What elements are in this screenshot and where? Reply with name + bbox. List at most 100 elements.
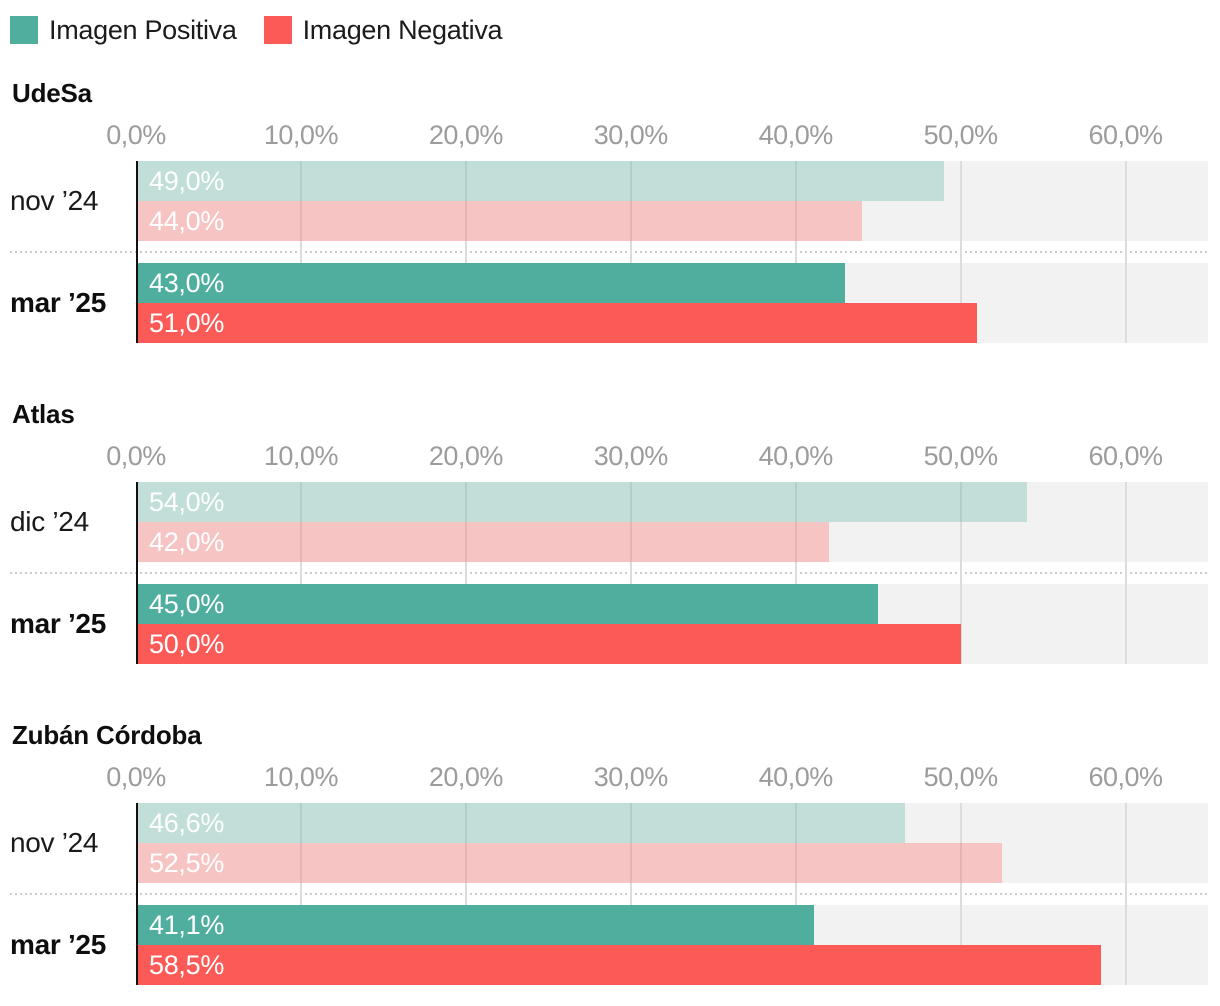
section-title: Zubán Córdoba [12,720,202,750]
legend-label-positive: Imagen Positiva [49,14,237,45]
period-row: mar ’25 45,0% 50,0% [10,584,1208,664]
axis-tick-label: 0,0% [106,441,166,471]
legend: Imagen Positiva Imagen Negativa [10,14,1208,46]
axis-tick-label: 10,0% [263,762,339,792]
negative-bar-value: 42,0% [149,527,225,557]
gridline [959,161,962,343]
row-separator [10,893,1208,895]
section-title: UdeSa [12,78,92,108]
gridline [629,803,632,985]
gridline [794,161,797,343]
axis-tick-label: 10,0% [263,120,339,150]
positive-bar-value: 46,6% [149,808,225,838]
gridline [464,803,467,985]
axis-tick-label: 20,0% [428,762,504,792]
axis-tick-labels: 0,0% 10,0% 20,0% 30,0% 40,0% 50,0% 60,0% [106,759,1208,793]
axis-tick-label: 40,0% [758,120,834,150]
axis-tick-label: 40,0% [758,762,834,792]
axis-tick-label: 50,0% [923,441,999,471]
axis-tick-label: 20,0% [428,441,504,471]
negative-bar: 51,0% [136,303,978,343]
negative-bar: 42,0% [136,522,829,562]
legend-item-negative: Imagen Negativa [263,15,503,46]
period-label: mar ’25 [10,608,106,639]
y-axis-line [136,803,138,985]
plot-area: nov ’24 46,6% 52,5% mar ’25 41,1% 58,5% [10,803,1208,985]
gridline [1124,161,1127,343]
period-row: mar ’25 43,0% 51,0% [10,263,1208,343]
period-row: dic ’24 54,0% 42,0% [10,482,1208,562]
positive-bar: 43,0% [136,263,846,303]
y-axis-line [136,482,138,664]
negative-bar-value: 52,5% [149,848,225,878]
period-label: mar ’25 [10,287,106,318]
legend-swatch-positive-icon [10,16,38,44]
period-row: nov ’24 49,0% 44,0% [10,161,1208,241]
gridline [959,482,962,664]
positive-bar-value: 41,1% [149,910,225,940]
legend-swatch-negative-icon [263,16,292,44]
bar-track: 54,0% 42,0% [136,482,1208,562]
row-separator [10,251,1208,253]
negative-bar-value: 50,0% [149,629,225,659]
legend-item-positive: Imagen Positiva [10,15,237,46]
bar-rows: nov ’24 46,6% 52,5% mar ’25 41,1% 58,5% [10,803,1208,985]
axis-tick-label: 30,0% [593,441,669,471]
gridline [1124,803,1127,985]
gridline [1124,482,1127,664]
y-axis-line [136,161,138,343]
negative-bar: 44,0% [136,201,862,241]
sections-container: UdeSa 0,0% 10,0% 20,0% 30,0% 40,0% 50,0% 60,0%… [10,78,1208,985]
pollster-section: Zubán Córdoba 0,0% 10,0% 20,0% 30,0% 40,0% 50… [10,720,1208,985]
gridline [794,803,797,985]
axis-tick-label: 20,0% [428,120,504,150]
pollster-section: UdeSa 0,0% 10,0% 20,0% 30,0% 40,0% 50,0% 60,0%… [10,78,1208,343]
bar-track: 41,1% 58,5% [136,905,1208,985]
negative-bar: 58,5% [136,945,1101,985]
positive-bar: 49,0% [136,161,945,201]
gridlines [136,803,1208,985]
axis-tick-label: 60,0% [1088,762,1164,792]
pollster-section: Atlas 0,0% 10,0% 20,0% 30,0% 40,0% 50,0% 60,0%… [10,399,1208,664]
bar-rows: nov ’24 49,0% 44,0% mar ’25 43,0% 51,0% [10,161,1208,343]
positive-bar-value: 54,0% [149,487,225,517]
axis-tick-label: 0,0% [106,762,166,792]
positive-bar: 54,0% [136,482,1027,522]
period-label: nov ’24 [10,827,99,858]
positive-bar: 41,1% [136,905,814,945]
plot-area: nov ’24 49,0% 44,0% mar ’25 43,0% 51,0% [10,161,1208,343]
positive-bar-value: 43,0% [149,268,225,298]
gridline [299,161,302,343]
gridline [464,482,467,664]
axis-tick-labels: 0,0% 10,0% 20,0% 30,0% 40,0% 50,0% 60,0% [106,117,1208,151]
gridlines [136,161,1208,343]
gridline [959,803,962,985]
bar-track: 46,6% 52,5% [136,803,1208,883]
negative-bar-value: 58,5% [149,950,225,980]
period-label: dic ’24 [10,506,89,537]
bar-track: 43,0% 51,0% [136,263,1208,343]
positive-bar: 45,0% [136,584,879,624]
negative-bar: 50,0% [136,624,961,664]
axis-tick-label: 10,0% [263,441,339,471]
gridline [629,482,632,664]
axis-tick-label: 60,0% [1088,441,1164,471]
gridlines [136,482,1208,664]
period-row: nov ’24 46,6% 52,5% [10,803,1208,883]
period-row: mar ’25 41,1% 58,5% [10,905,1208,985]
period-label: nov ’24 [10,185,99,216]
gridline [299,482,302,664]
axis-tick-label: 30,0% [593,120,669,150]
bar-rows: dic ’24 54,0% 42,0% mar ’25 45,0% 50,0% [10,482,1208,664]
gridline [464,161,467,343]
negative-bar-value: 51,0% [149,308,225,338]
positive-bar: 46,6% [136,803,905,843]
gridline [299,803,302,985]
period-label: mar ’25 [10,929,106,960]
plot-area: dic ’24 54,0% 42,0% mar ’25 45,0% 50,0% [10,482,1208,664]
positive-bar-value: 45,0% [149,589,225,619]
axis-tick-label: 60,0% [1088,120,1164,150]
section-title: Atlas [12,399,75,429]
positive-bar-value: 49,0% [149,166,225,196]
axis-tick-label: 50,0% [923,762,999,792]
